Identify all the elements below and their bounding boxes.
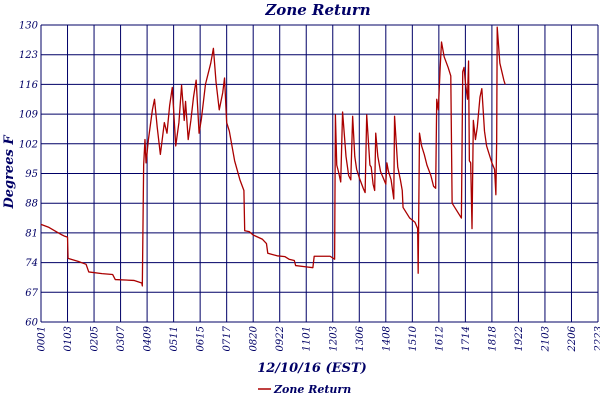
y-tick-label: 95 bbox=[25, 169, 38, 180]
chart-title: Zone Return bbox=[264, 1, 370, 19]
x-tick-label: 2103 bbox=[540, 326, 551, 352]
x-tick-label: 1612 bbox=[434, 326, 445, 351]
x-tick-label: 0615 bbox=[196, 326, 207, 351]
y-tick-label: 130 bbox=[19, 21, 39, 32]
x-tick-label: 0717 bbox=[222, 325, 233, 351]
x-tick-label: 1203 bbox=[328, 326, 339, 351]
y-tick-label: 102 bbox=[19, 139, 38, 150]
y-tick-label: 81 bbox=[25, 228, 38, 239]
x-tick-label: 1818 bbox=[487, 326, 498, 351]
x-tick-label: 0103 bbox=[63, 326, 74, 351]
y-tick-label: 60 bbox=[25, 318, 38, 329]
x-axis-label: 12/10/16 (EST) bbox=[257, 361, 367, 376]
x-tick-label: 0820 bbox=[249, 325, 260, 351]
x-tick-label: 1306 bbox=[355, 325, 366, 351]
chart-grid bbox=[40, 24, 599, 323]
y-tick-label: 116 bbox=[19, 80, 39, 91]
x-tick-label: 0409 bbox=[143, 325, 154, 351]
x-tick-label: 1510 bbox=[408, 325, 419, 351]
x-tick-label: 1922 bbox=[514, 326, 525, 351]
series-line-zone-return bbox=[40, 26, 506, 287]
x-tick-label: 1408 bbox=[381, 326, 392, 351]
x-tick-label: 0001 bbox=[37, 326, 48, 351]
y-tick-label: 123 bbox=[19, 50, 38, 61]
y-axis-label: Degrees F bbox=[2, 135, 17, 210]
y-tick-label: 74 bbox=[25, 258, 38, 269]
plot-series-layer bbox=[40, 26, 506, 287]
x-tick-label: 0922 bbox=[275, 326, 286, 351]
x-tick-label: 0511 bbox=[169, 326, 180, 351]
y-tick-label: 67 bbox=[25, 288, 38, 299]
x-axis-tick-labels: 0001 0103 0205 0307 0409 0511 0615 0717 0820 0922… bbox=[37, 325, 600, 352]
x-tick-label: 2206 bbox=[567, 325, 578, 352]
x-tick-label: 1101 bbox=[302, 326, 313, 351]
y-tick-label: 109 bbox=[19, 110, 39, 121]
x-tick-label: 1714 bbox=[461, 326, 472, 351]
x-tick-label: 0205 bbox=[90, 326, 101, 351]
y-tick-label: 88 bbox=[25, 199, 38, 210]
x-tick-label: 0307 bbox=[116, 325, 127, 351]
y-axis-tick-labels: 60 67 74 81 88 95 102 109 116 123 130 bbox=[19, 21, 39, 329]
legend-label: Zone Return bbox=[273, 383, 351, 396]
x-tick-label: 2223 bbox=[594, 326, 600, 352]
legend: Zone Return bbox=[258, 383, 351, 396]
